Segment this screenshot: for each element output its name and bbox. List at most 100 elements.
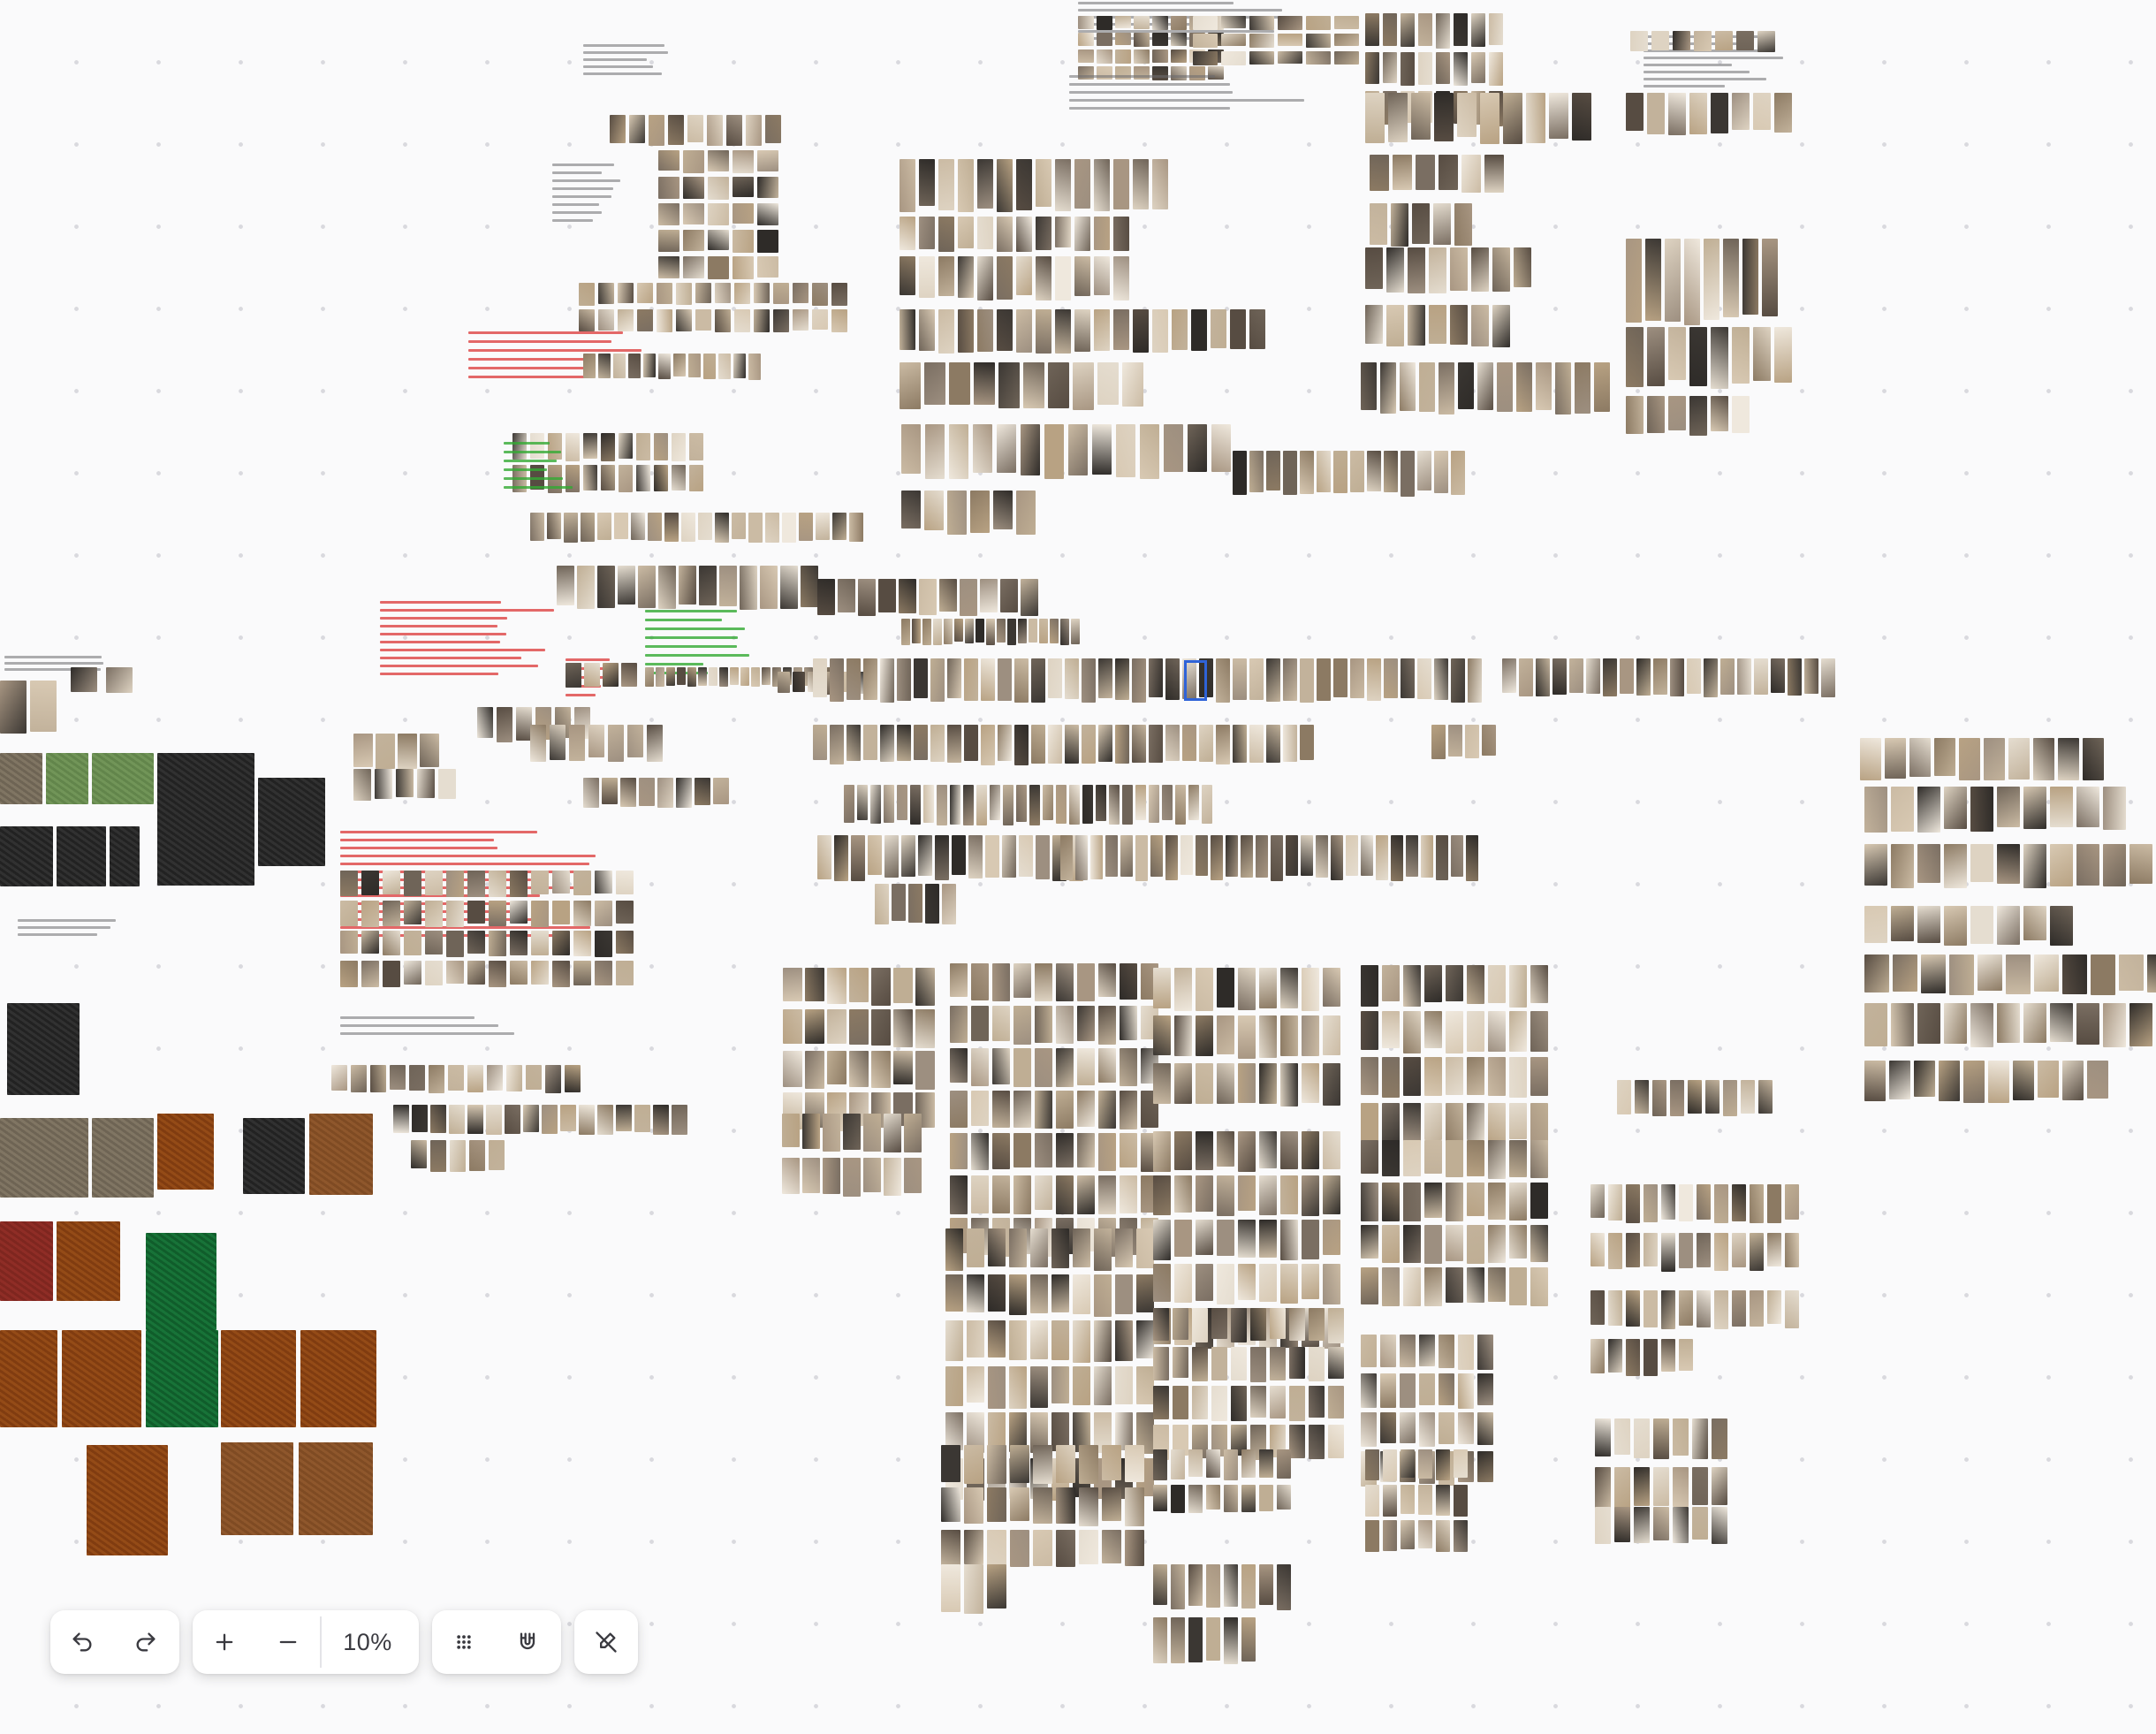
image-tile[interactable] (1692, 1467, 1708, 1505)
image-tile[interactable] (634, 1105, 650, 1132)
image-tile[interactable] (1050, 619, 1059, 643)
fabric-swatch[interactable] (309, 1114, 373, 1195)
image-tile[interactable] (1737, 658, 1751, 695)
image-tile[interactable] (1821, 658, 1835, 697)
image-tile[interactable] (1468, 658, 1482, 703)
image-tile[interactable] (976, 785, 987, 825)
image-tile[interactable] (922, 619, 931, 645)
image-tile[interactable] (1361, 1267, 1378, 1304)
image-tile[interactable] (849, 1051, 869, 1087)
image-tile[interactable] (1383, 13, 1397, 46)
image-tile[interactable] (1019, 835, 1033, 877)
image-tile[interactable] (1120, 963, 1137, 1000)
image-tile[interactable] (1909, 738, 1931, 777)
image-tile[interactable] (1150, 835, 1163, 877)
image-tile[interactable] (915, 1009, 935, 1048)
image-tile[interactable] (1380, 1412, 1396, 1443)
image-tile[interactable] (1300, 658, 1314, 703)
image-tile[interactable] (849, 513, 863, 542)
image-tile[interactable] (1350, 658, 1364, 698)
image-tile[interactable] (1608, 1233, 1622, 1269)
image-tile[interactable] (0, 681, 27, 734)
image-tile[interactable] (1963, 1061, 1985, 1103)
image-tile[interactable] (1617, 1080, 1631, 1114)
image-tile[interactable] (1224, 1449, 1238, 1480)
image-tile[interactable] (1270, 1347, 1286, 1380)
image-tile[interactable] (2023, 844, 2046, 888)
image-tile[interactable] (531, 961, 549, 985)
image-tile[interactable] (2119, 954, 2144, 991)
image-tile[interactable] (1036, 256, 1051, 300)
image-tile[interactable] (1959, 738, 1980, 780)
image-tile[interactable] (1115, 725, 1129, 764)
image-tile[interactable] (1732, 1290, 1746, 1327)
image-tile[interactable] (967, 1366, 984, 1403)
image-tile[interactable] (1509, 1011, 1527, 1052)
image-tile[interactable] (584, 663, 600, 687)
image-tile[interactable] (1196, 1220, 1213, 1255)
image-tile[interactable] (1382, 1267, 1400, 1306)
image-tile[interactable] (1278, 16, 1302, 30)
image-tile[interactable] (987, 1445, 1006, 1484)
image-tile[interactable] (1188, 1564, 1203, 1606)
image-tile[interactable] (417, 769, 435, 798)
image-tile[interactable] (919, 309, 935, 351)
image-tile[interactable] (1477, 1335, 1493, 1370)
image-tile[interactable] (1634, 1467, 1650, 1506)
image-tile[interactable] (2103, 1003, 2126, 1047)
image-tile[interactable] (683, 256, 704, 278)
image-tile[interactable] (1051, 1412, 1069, 1451)
image-tile[interactable] (1134, 16, 1150, 29)
image-tile[interactable] (449, 1105, 465, 1134)
image-tile[interactable] (1864, 906, 1887, 943)
image-tile[interactable] (1626, 1290, 1640, 1327)
image-tile[interactable] (1365, 52, 1379, 84)
image-tile[interactable] (1196, 1015, 1213, 1056)
image-tile[interactable] (1334, 51, 1359, 65)
image-tile[interactable] (608, 725, 624, 762)
image-tile[interactable] (703, 354, 716, 379)
image-tile[interactable] (1384, 658, 1398, 698)
image-tile[interactable] (510, 961, 528, 985)
fabric-swatch[interactable] (7, 1003, 80, 1095)
image-tile[interactable] (2050, 787, 2073, 827)
image-tile[interactable] (1984, 738, 2005, 780)
image-tile[interactable] (971, 1048, 989, 1086)
image-tile[interactable] (1732, 1184, 1746, 1221)
image-tile[interactable] (1217, 1220, 1234, 1256)
image-tile[interactable] (1403, 965, 1421, 1007)
image-tile[interactable] (1653, 1467, 1669, 1506)
image-tile[interactable] (772, 667, 781, 687)
image-tile[interactable] (598, 309, 614, 331)
image-tile[interactable] (1333, 658, 1348, 697)
image-tile[interactable] (1079, 1487, 1098, 1526)
image-tile[interactable] (1361, 1011, 1378, 1050)
image-tile[interactable] (893, 968, 913, 1003)
image-tile[interactable] (1073, 1412, 1090, 1452)
image-tile[interactable] (1171, 1564, 1185, 1609)
image-tile[interactable] (945, 1274, 963, 1312)
text-note[interactable] (4, 668, 101, 671)
image-tile[interactable] (1152, 309, 1168, 353)
text-note[interactable] (468, 349, 641, 352)
image-tile[interactable] (1250, 1347, 1266, 1382)
image-tile[interactable] (1153, 1175, 1171, 1215)
image-tile[interactable] (971, 1133, 989, 1170)
text-note[interactable] (340, 839, 494, 841)
text-note[interactable] (468, 358, 587, 361)
image-tile[interactable] (1153, 1485, 1167, 1511)
image-tile[interactable] (871, 1051, 891, 1088)
image-tile[interactable] (812, 309, 828, 330)
image-tile[interactable] (361, 871, 379, 895)
image-tile[interactable] (977, 256, 993, 300)
image-tile[interactable] (813, 658, 827, 697)
image-tile[interactable] (1241, 1617, 1256, 1662)
image-tile[interactable] (1361, 965, 1378, 1007)
image-tile[interactable] (1074, 309, 1090, 352)
image-tile[interactable] (1250, 1386, 1266, 1418)
image-tile[interactable] (1249, 658, 1264, 700)
text-note[interactable] (645, 663, 703, 665)
image-tile[interactable] (510, 871, 528, 897)
image-tile[interactable] (1233, 451, 1247, 495)
text-note[interactable] (468, 340, 611, 343)
